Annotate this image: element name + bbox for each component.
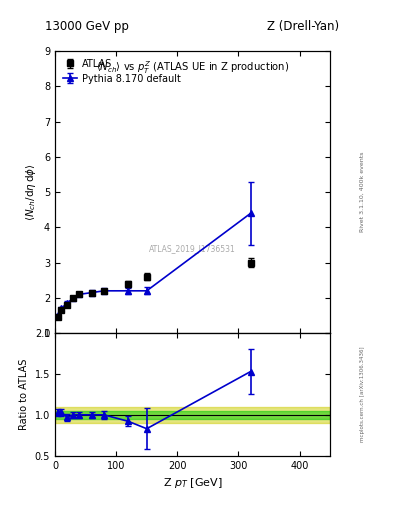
Legend: ATLAS, Pythia 8.170 default: ATLAS, Pythia 8.170 default [60, 56, 184, 87]
Text: 13000 GeV pp: 13000 GeV pp [44, 20, 129, 33]
Bar [55, 411, 330, 419]
Text: Z (Drell-Yan): Z (Drell-Yan) [266, 20, 339, 33]
X-axis label: Z $p_T$ [GeV]: Z $p_T$ [GeV] [163, 476, 222, 490]
Text: ATLAS_2019_I1736531: ATLAS_2019_I1736531 [149, 244, 236, 253]
Y-axis label: Ratio to ATLAS: Ratio to ATLAS [19, 359, 29, 430]
Y-axis label: mcplots.cern.ch [arXiv:1306.3436]: mcplots.cern.ch [arXiv:1306.3436] [360, 347, 365, 442]
Y-axis label: Rivet 3.1.10, 400k events: Rivet 3.1.10, 400k events [360, 152, 365, 232]
Text: $\langle N_{ch}\rangle$ vs $p_T^Z$ (ATLAS UE in Z production): $\langle N_{ch}\rangle$ vs $p_T^Z$ (ATLA… [96, 60, 289, 76]
Y-axis label: $\langle N_{ch}/\mathrm{d}\eta\,\mathrm{d}\phi\rangle$: $\langle N_{ch}/\mathrm{d}\eta\,\mathrm{… [24, 163, 39, 221]
Bar [55, 407, 330, 423]
